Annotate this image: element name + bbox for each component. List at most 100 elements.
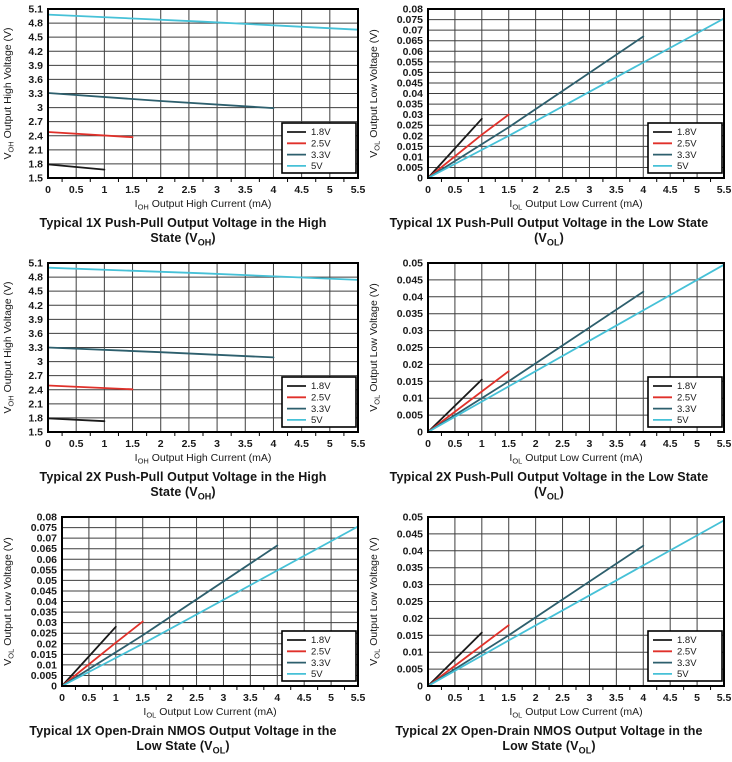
svg-text:1.5: 1.5 [125, 184, 140, 196]
chart-title-1x-opendrain-vol: Typical 1X Open-Drain NMOS Output Voltag… [0, 724, 366, 759]
svg-text:3: 3 [37, 102, 43, 114]
svg-text:0.065: 0.065 [397, 35, 423, 47]
svg-text:1.5: 1.5 [28, 427, 43, 439]
x-axis: 0 0.5 1 1.5 2 2.5 3 3.5 4 4.5 5 5.5 IOH Output High … [45, 178, 365, 212]
svg-text:0.01: 0.01 [37, 659, 58, 671]
svg-text:3.5: 3.5 [238, 184, 253, 196]
svg-text:2.1: 2.1 [28, 398, 43, 410]
svg-text:4.2: 4.2 [28, 46, 43, 58]
y-axis: 00.0050.010.0150.020.0250.030.0350.040.0… [368, 512, 423, 693]
svg-text:0.5: 0.5 [448, 692, 463, 704]
legend-label-2.5V: 2.5V [311, 139, 331, 150]
series-line-3.3V [427, 544, 645, 687]
legend-label-2.5V: 2.5V [677, 647, 697, 658]
legend-label-2.5V: 2.5V [311, 393, 331, 404]
chart-title-line: Typical 1X Push-Pull Output Voltage in t… [39, 216, 327, 230]
svg-text:0: 0 [417, 173, 423, 185]
svg-text:3: 3 [587, 692, 593, 704]
series-line-1.8V [47, 417, 106, 423]
svg-text:IOL Output Low Current (mA): IOL Output Low Current (mA) [509, 198, 642, 212]
svg-text:0.5: 0.5 [82, 692, 97, 704]
svg-text:0.025: 0.025 [397, 120, 423, 132]
chart-canvas-1x-pushpull-voh: 0 0.5 1 1.5 2 2.5 3 3.5 4 4.5 5 5.5 IOH Output High … [2, 4, 365, 212]
legend-label-2.5V: 2.5V [677, 393, 697, 404]
svg-text:0.5: 0.5 [448, 184, 463, 196]
svg-text:4: 4 [640, 692, 646, 704]
svg-text:4.5: 4.5 [663, 438, 678, 450]
series-line-2.5V [427, 624, 510, 687]
svg-text:0.01: 0.01 [403, 647, 424, 659]
svg-text:4.2: 4.2 [28, 300, 43, 312]
chart-title-line: Low State (VOL) [136, 739, 230, 756]
svg-text:0.045: 0.045 [31, 585, 57, 597]
chart-2x-opendrain-vol: 0 0.5 1 1.5 2 2.5 3 3.5 4 4.5 5 5.5 IOL Output Low C… [366, 508, 732, 762]
svg-text:2.1: 2.1 [28, 144, 43, 156]
svg-text:0.04: 0.04 [403, 291, 424, 303]
series-lines [61, 525, 359, 687]
x-axis: 0 0.5 1 1.5 2 2.5 3 3.5 4 4.5 5 5.5 IOL Output Low C… [425, 432, 731, 466]
chart-title-line: Typical 1X Push-Pull Output Voltage in t… [389, 216, 709, 230]
x-axis: 0 0.5 1 1.5 2 2.5 3 3.5 4 4.5 5 5.5 IOL Output Low C… [425, 686, 731, 720]
svg-text:IOL Output Low Current (mA): IOL Output Low Current (mA) [509, 452, 642, 466]
svg-text:5: 5 [694, 438, 700, 450]
series-line-3.3V [427, 290, 645, 433]
svg-text:5: 5 [328, 692, 334, 704]
y-axis: 00.0050.010.0150.020.0250.030.0350.040.0… [2, 512, 57, 693]
svg-text:VOL Output Low Voltage (V): VOL Output Low Voltage (V) [368, 537, 382, 666]
chart-title-1x-pushpull-vol: Typical 1X Push-Pull Output Voltage in t… [366, 216, 732, 251]
svg-text:4: 4 [640, 438, 646, 450]
svg-text:0: 0 [417, 427, 423, 439]
series-lines [427, 263, 725, 433]
svg-text:1: 1 [479, 184, 485, 196]
svg-text:0.055: 0.055 [31, 564, 57, 576]
legend-label-3.3V: 3.3V [311, 658, 331, 669]
svg-text:5.5: 5.5 [717, 184, 732, 196]
series-line-5V [427, 519, 725, 687]
svg-text:0.04: 0.04 [403, 88, 424, 100]
svg-text:0.02: 0.02 [403, 613, 424, 625]
svg-text:3: 3 [587, 438, 593, 450]
svg-text:0.5: 0.5 [69, 184, 84, 196]
svg-text:5.5: 5.5 [351, 184, 366, 196]
legend-label-3.3V: 3.3V [677, 658, 697, 669]
series-line-5V [427, 263, 725, 433]
svg-text:1.5: 1.5 [501, 184, 516, 196]
chart-title-line: Typical 1X Open-Drain NMOS Output Voltag… [29, 724, 337, 738]
svg-text:0.005: 0.005 [31, 670, 57, 682]
svg-text:0.02: 0.02 [403, 130, 424, 142]
svg-text:1.5: 1.5 [135, 692, 150, 704]
legend-label-5V: 5V [677, 669, 689, 680]
x-axis: 0 0.5 1 1.5 2 2.5 3 3.5 4 4.5 5 5.5 IOL Output Low C… [425, 178, 731, 212]
svg-text:0.03: 0.03 [403, 325, 424, 337]
svg-text:0.035: 0.035 [397, 562, 423, 574]
svg-text:3: 3 [37, 356, 43, 368]
svg-text:0.015: 0.015 [397, 630, 423, 642]
svg-text:0.015: 0.015 [397, 141, 423, 153]
legend-label-5V: 5V [311, 161, 323, 172]
svg-text:VOL Output Low Voltage (V): VOL Output Low Voltage (V) [2, 537, 16, 666]
svg-text:0.005: 0.005 [397, 410, 423, 422]
svg-text:3: 3 [221, 692, 227, 704]
svg-text:2.5: 2.5 [182, 438, 197, 450]
svg-text:0: 0 [425, 692, 431, 704]
series-lines [47, 13, 359, 171]
legend-label-5V: 5V [677, 161, 689, 172]
svg-text:2: 2 [158, 184, 164, 196]
series-line-1.8V [47, 163, 106, 171]
svg-text:0.05: 0.05 [403, 258, 424, 270]
y-axis: 1.5 1.8 2.1 2.4 2.7 3 3.3 3.6 3.9 4.2 4.5 4.8 5.1 VOH… [2, 258, 43, 439]
svg-text:0.035: 0.035 [31, 607, 57, 619]
chart-1x-pushpull-voh: 0 0.5 1 1.5 2 2.5 3 3.5 4 4.5 5 5.5 IOH Output High … [0, 0, 366, 254]
svg-text:5.5: 5.5 [351, 438, 366, 450]
series-line-5V [61, 525, 359, 687]
svg-text:5: 5 [694, 184, 700, 196]
chart-title-2x-opendrain-vol: Typical 2X Open-Drain NMOS Output Voltag… [366, 724, 732, 759]
series-line-1.8V [427, 117, 483, 179]
svg-text:5.5: 5.5 [717, 438, 732, 450]
svg-text:0.045: 0.045 [397, 77, 423, 89]
svg-text:4.5: 4.5 [663, 184, 678, 196]
svg-text:5.5: 5.5 [717, 692, 732, 704]
svg-text:0.5: 0.5 [448, 438, 463, 450]
